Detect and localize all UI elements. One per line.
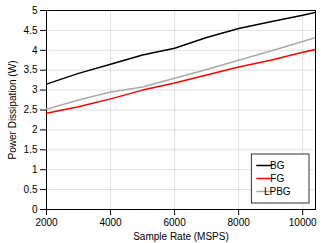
svg-text:4000: 4000 [99, 217, 122, 228]
svg-text:3.5: 3.5 [24, 64, 38, 75]
svg-text:Sample Rate (MSPS): Sample Rate (MSPS) [133, 231, 229, 242]
svg-text:2000: 2000 [35, 217, 58, 228]
svg-text:3: 3 [32, 84, 38, 95]
svg-text:FG: FG [270, 173, 284, 184]
svg-text:4: 4 [32, 45, 38, 56]
svg-text:2: 2 [32, 124, 38, 135]
svg-text:5: 5 [32, 5, 38, 16]
svg-text:BG: BG [270, 160, 285, 171]
svg-text:0.5: 0.5 [24, 184, 38, 195]
svg-text:8000: 8000 [228, 217, 251, 228]
svg-text:10000: 10000 [289, 217, 317, 228]
svg-text:Power Dissipation (W): Power Dissipation (W) [7, 61, 18, 160]
svg-text:1: 1 [32, 164, 38, 175]
svg-text:2.5: 2.5 [24, 104, 38, 115]
svg-text:0: 0 [32, 204, 38, 215]
svg-text:4.5: 4.5 [24, 25, 38, 36]
svg-text:LPBG: LPBG [264, 186, 291, 197]
svg-text:6000: 6000 [163, 217, 186, 228]
svg-text:1.5: 1.5 [24, 144, 38, 155]
